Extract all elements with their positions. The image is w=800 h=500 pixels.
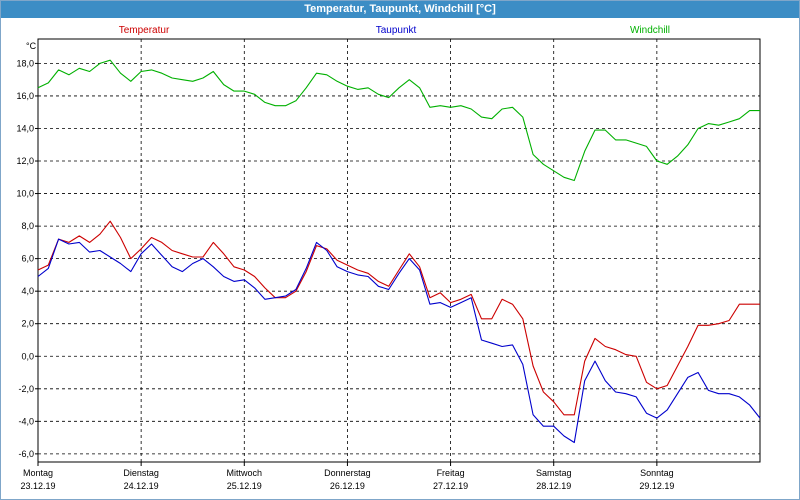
x-tick-date: 29.12.19: [639, 481, 674, 491]
legend-entry-temperatur: Temperatur: [119, 25, 170, 36]
y-tick-label: -6,0: [18, 449, 34, 459]
y-tick-label: 0,0: [21, 351, 34, 361]
series-line-windchill: [37, 59, 760, 182]
y-tick-label: 6,0: [21, 254, 34, 264]
y-tick-label: 8,0: [21, 221, 34, 231]
legend-entry-taupunkt: Taupunkt: [376, 25, 417, 36]
x-tick-day: Freitag: [437, 468, 465, 478]
plot-area: [37, 38, 761, 463]
series-line-taupunkt: [37, 238, 761, 444]
y-tick-label: -2,0: [18, 384, 34, 394]
x-tick-date: 27.12.19: [433, 481, 468, 491]
y-tick-label: 2,0: [21, 319, 34, 329]
x-tick-day: Montag: [23, 468, 53, 478]
y-tick-label: 10,0: [16, 189, 34, 199]
y-tick-label: -4,0: [18, 416, 34, 426]
x-tick-date: 24.12.19: [124, 481, 159, 491]
x-tick-date: 26.12.19: [330, 481, 365, 491]
x-tick-date: 23.12.19: [20, 481, 55, 491]
x-tick-day: Mittwoch: [227, 468, 263, 478]
x-axis: Montag 23.12.19 Dienstag 24.12.19 Mittwoch 25…: [20, 462, 674, 491]
y-tick-label: 12,0: [16, 156, 34, 166]
window-title: Temperatur, Taupunkt, Windchill [°C]: [1, 1, 799, 18]
y-axis-label: °C: [26, 41, 37, 51]
grid-lines: [38, 39, 760, 462]
x-tick-day: Donnerstag: [324, 468, 371, 478]
y-tick-label: 14,0: [16, 123, 34, 133]
x-tick-day: Samstag: [536, 468, 572, 478]
y-tick-label: 18,0: [16, 58, 34, 68]
legend: Temperatur Taupunkt Windchill: [119, 25, 670, 36]
series-line-temperatur: [37, 220, 760, 416]
x-tick-day: Dienstag: [123, 468, 159, 478]
y-tick-label: 4,0: [21, 286, 34, 296]
legend-entry-windchill: Windchill: [630, 25, 670, 36]
x-tick-date: 28.12.19: [536, 481, 571, 491]
y-tick-label: 16,0: [16, 91, 34, 101]
series-lines: [37, 59, 761, 444]
x-tick-date: 25.12.19: [227, 481, 262, 491]
y-axis: 18,0 16,0 14,0 12,0 10,0 8,0 6,0 4,0 2,0 0,0 -2,0 -…: [16, 58, 38, 459]
x-tick-day: Sonntag: [640, 468, 674, 478]
